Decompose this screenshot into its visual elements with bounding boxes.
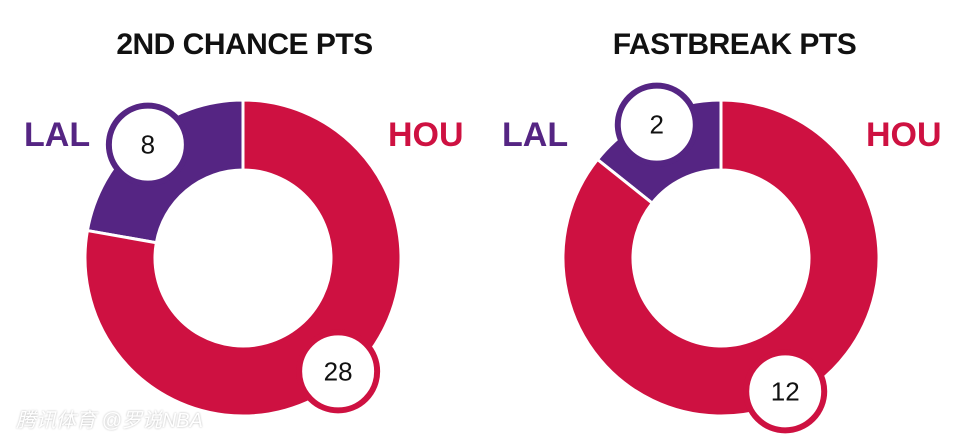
away-team-label: LAL [24, 116, 91, 154]
value-bubble-hou [743, 349, 828, 434]
chart-title: FASTBREAK PTS [612, 28, 857, 61]
chart-panel-fastbreak: FASTBREAK PTS LAL HOU 2 12 [490, 0, 979, 448]
data-label-lal: 8 [141, 130, 155, 160]
data-label-hou: 12 [771, 376, 800, 406]
value-bubble-lal [105, 102, 190, 187]
watermark: 腾讯体育 @罗说NBA [16, 410, 203, 432]
data-label-hou: 28 [324, 356, 353, 386]
data-label-lal: 2 [650, 110, 664, 140]
value-bubble-hou [296, 329, 381, 414]
donut-chart: 8 28 [83, 98, 403, 418]
home-team-label: HOU [388, 116, 464, 154]
away-team-label: LAL [502, 116, 569, 154]
home-team-label: HOU [866, 116, 942, 154]
donut-slice-hou [561, 98, 881, 418]
chart-title: 2ND CHANCE PTS [116, 28, 373, 61]
donut-chart: 2 12 [561, 82, 881, 434]
chart-panel-second-chance: 2ND CHANCE PTS LAL HOU 8 28 [0, 0, 489, 448]
value-bubble-lal [614, 82, 699, 167]
